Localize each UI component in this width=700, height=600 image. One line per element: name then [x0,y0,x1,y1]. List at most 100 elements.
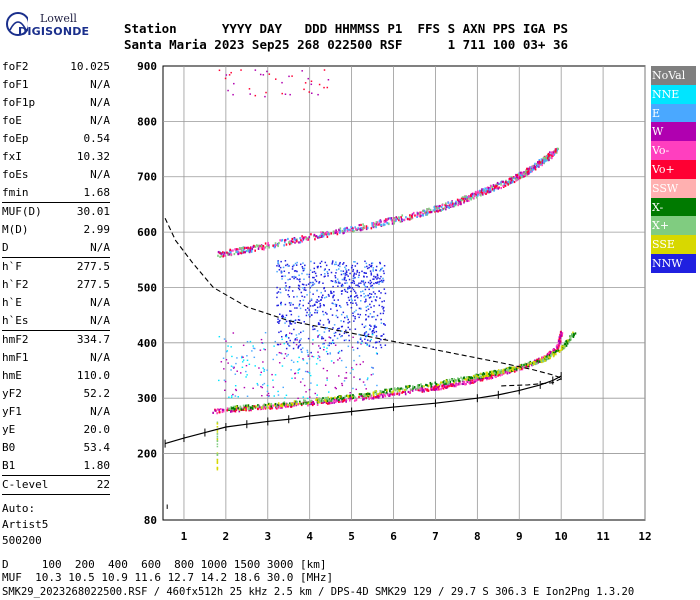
echo-dot-nnw [353,282,356,285]
echo-dot-upper [532,164,535,168]
param-key: foEs [2,168,29,181]
echo-dot-spread [298,356,300,359]
autoscale-label: Auto: [2,502,36,515]
echo-dot-o-mode [281,406,283,409]
echo-dot-upper [534,162,536,165]
echo-dot-upper [480,194,482,197]
echo-dot-spread [355,363,358,366]
echo-dot-o-mode [433,386,435,389]
echo-dot-upper [330,232,332,235]
echo-dot-nnw [351,264,354,267]
echo-dot-o-mode [307,404,309,407]
echo-dot-x-mode [352,393,354,397]
echo-dot-upper [348,228,350,231]
echo-dot-nnw [288,345,291,347]
echo-dot-x-mode [455,379,457,382]
echo-dot-nnw [332,296,334,299]
echo-dot-nnw [376,341,378,343]
echo-dot-upper [245,249,248,253]
echo-dot-nnw [313,303,316,306]
echo-dot-o-mode [548,354,550,357]
echo-dot-nnw [359,338,362,340]
echo-dot-upper [260,244,263,248]
echo-dot-x-mode [286,403,289,407]
echo-dot-x-mode [521,363,524,367]
echo-dot-nnw [354,328,357,330]
echo-dot-spread [299,381,302,383]
echo-dot-nnw [368,288,370,291]
echo-dot-nnw [279,313,281,315]
echo-dot-o-mode [438,388,440,391]
echo-dot-o-mode [421,389,423,392]
echo-dot-x-mode [232,405,235,408]
echo-dot-nnw [373,327,375,330]
param-key: yF2 [2,387,22,400]
param-key: foEp [2,132,29,145]
param-value: N/A [90,314,110,327]
echo-dot-spread [283,342,285,345]
echo-dot-x-mode [481,373,484,376]
echo-dot-nnw [308,273,311,276]
echo-dot-nnw [370,264,373,267]
echo-dot-nnw [340,285,343,287]
echo-dot-x-mode [295,400,297,403]
echo-dot-nnw [279,266,282,269]
echo-dot-nnw [350,266,353,269]
echo-dot-upper [322,233,325,236]
echo-dot-spread [246,340,249,343]
echo-dot-nnw [318,281,321,283]
param-row: yF2 52.2 [2,385,110,403]
echo-dot-spread [259,374,262,376]
echo-dot-upper [487,186,490,190]
echo-dot-upper [481,188,483,191]
echo-dot-high [224,77,227,80]
echo-dot-upper [339,229,342,233]
echo-dot-nnw [293,277,295,280]
param-value: 277.5 [76,260,110,273]
echo-dot-spread [263,382,266,385]
echo-dot-upper [355,227,357,231]
x-tick-label: 7 [432,530,439,543]
echo-dot-nnw [352,302,354,305]
echo-dot-upper [241,250,244,253]
echo-dot-o-mode [417,389,420,392]
echo-dot-nnw [288,295,290,298]
echo-dot-o-mode [486,376,489,380]
echo-dot-spread [246,395,249,397]
echo-dot-nnw [302,262,304,264]
echo-dot-nnw [293,270,296,272]
echo-dot-nnw [364,314,367,316]
echo-dot-nnw [350,298,353,301]
echo-dot-x-mode [448,378,451,382]
echo-dot-nnw [325,296,328,298]
echo-dot-spread [300,351,303,353]
echo-dot-high [317,93,319,96]
echo-dot-nnw [350,306,353,309]
echo-dot-nnw [374,276,377,279]
echo-dot-nnw [355,309,357,312]
echo-dot-nnw [301,295,303,298]
echo-dot-nnw [324,290,326,292]
echo-dot-x-mode [290,402,293,405]
echo-dot-upper [293,236,296,240]
echo-dot-x-mode [396,390,399,393]
echo-dot-nnw [285,340,288,343]
echo-dot-spread [335,387,337,390]
echo-dot-x-mode [324,397,327,400]
echo-dot-nnw [331,263,333,265]
echo-dot-spread [317,351,319,353]
echo-dot-upper [423,211,426,214]
echo-dot-upper [310,233,312,236]
echo-dot-o-mode [488,376,491,379]
echo-dot-nnw [323,297,326,299]
echo-dot-upper [267,244,270,247]
echo-dot-nnw [328,344,330,347]
echo-dot-upper [495,183,498,186]
echo-dot-upper [553,150,556,153]
echo-dot-x-mode [257,404,259,407]
echo-dot-nnw [296,307,298,309]
echo-dot-spread [351,367,353,369]
echo-dot-o-mode [316,403,319,406]
echo-dot-nnw [363,271,365,274]
echo-dot-x-mode [472,374,475,378]
